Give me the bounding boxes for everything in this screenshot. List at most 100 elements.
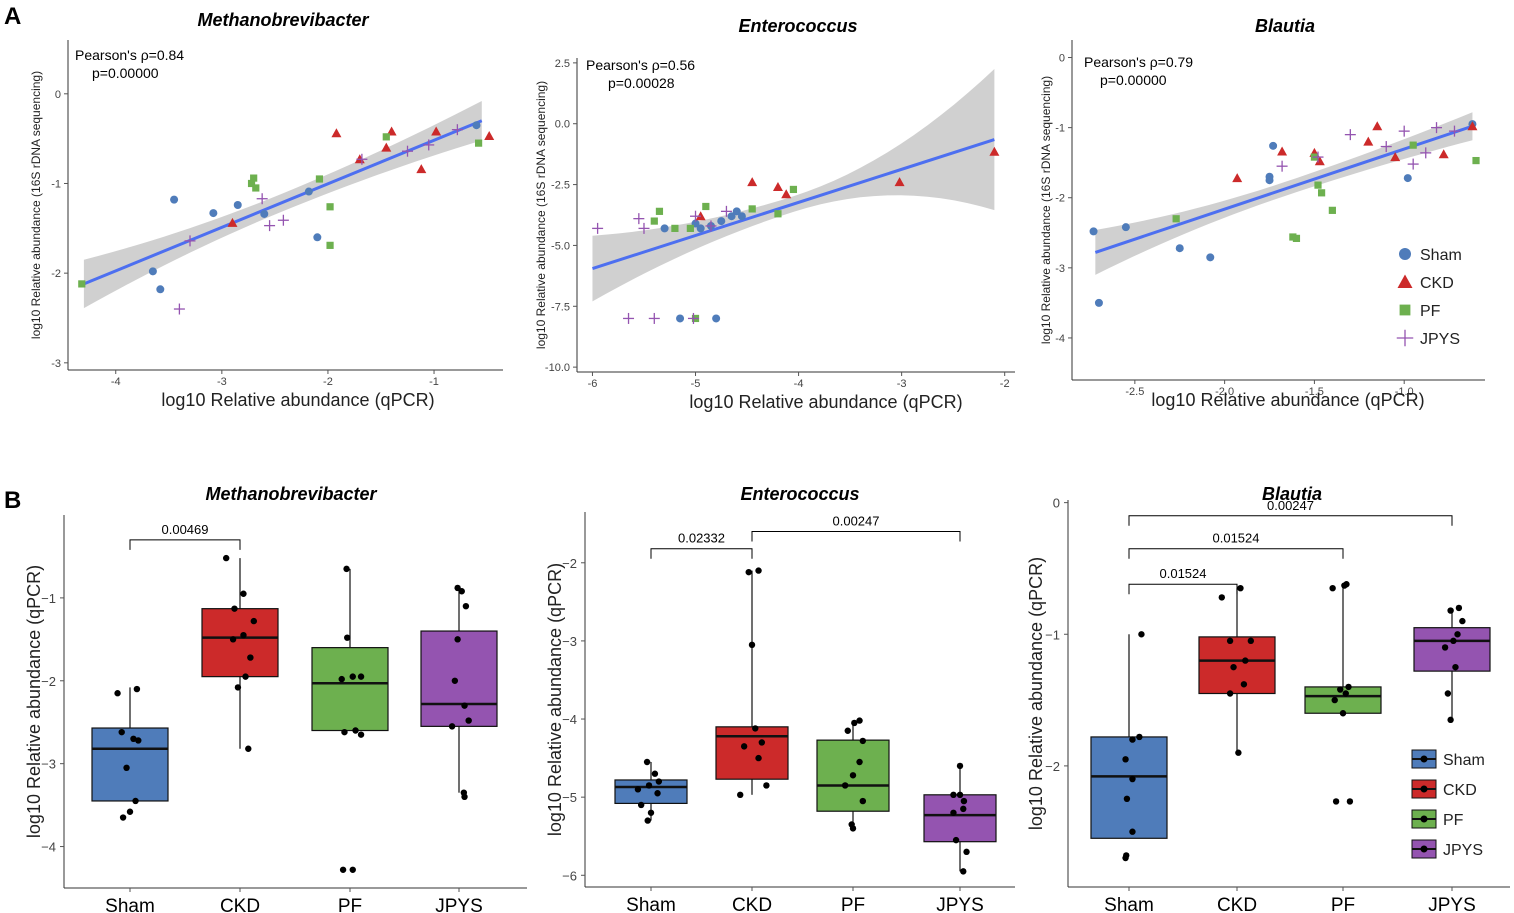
chart-b3-point-ckd-3 [1230, 663, 1237, 671]
chart-b2-point-sham-5 [655, 778, 663, 785]
chart-a3-point-jpys-0 [1276, 160, 1288, 172]
chart-b2-box-ckd [715, 726, 789, 780]
chart-a2-point-sham-4 [717, 217, 726, 226]
chart-a2-point-pf-5 [748, 205, 756, 213]
chart-a1-point-jpys-2 [256, 193, 268, 205]
chart-b2-point-jpys-3 [950, 809, 957, 816]
chart-a2-point-sham-7 [737, 212, 746, 221]
chart-a2-point-pf-3 [686, 224, 694, 232]
chart-a1-y-tick-label-0: 0 [55, 89, 61, 101]
chart-b1-point-jpys-5 [451, 677, 459, 684]
chart-a3-y-tick-label-2: -2 [1055, 193, 1065, 205]
chart-a2-x-tick-label-1: -5 [691, 378, 701, 390]
chart-b2-point-pf-5 [859, 737, 867, 745]
chart-b2-point-ckd-3 [740, 743, 748, 750]
panel-label-b: B [4, 487, 21, 514]
chart-a1-y-label: log10 Relative abundance (16S rDNA seque… [29, 71, 43, 339]
chart-b1-point-sham-1 [126, 808, 134, 815]
chart-a3-annotation-rho: Pearson's ρ=0.79 [1084, 54, 1193, 70]
chart-a3-point-ckd-3 [1314, 156, 1325, 166]
chart-a1-point-jpys-4 [277, 214, 289, 226]
chart-a1-point-pf-6 [326, 241, 334, 249]
chart-b3-y-tick-label-0: 0 [1053, 496, 1060, 511]
chart-b1-point-pf-2 [357, 731, 365, 738]
chart-a3-point-sham-4 [1206, 253, 1215, 262]
chart-b1-point-sham-5 [130, 735, 137, 742]
chart-a2-point-jpys-5 [720, 205, 732, 217]
chart-b3-legend-key-point-pf [1420, 815, 1428, 823]
chart-b3-point-jpys-0 [1447, 716, 1454, 724]
chart-b2-point-jpys-4 [960, 805, 967, 813]
chart-b2-point-ckd-1 [763, 782, 770, 789]
chart-a3-x-tick-label-2: -1.5 [1305, 386, 1324, 398]
chart-b1-point-ckd-7 [231, 605, 238, 612]
chart-b2-x-tick-label-sham: Sham [626, 895, 676, 913]
chart-b3-comparison-pvalue-1: 0.01524 [1213, 531, 1260, 546]
chart-b1-point-pf-5 [338, 675, 345, 683]
chart-b1-point-pf-7 [349, 673, 356, 680]
chart-a1-point-pf-1 [250, 174, 258, 182]
chart-b2-point-jpys-8 [956, 762, 964, 770]
chart-a3-point-pf-0 [1172, 215, 1180, 223]
chart-b3-y-tick-label-1: −1 [1045, 627, 1060, 642]
chart-b3-point-pf-9 [1343, 581, 1350, 588]
chart-b2-point-sham-0 [644, 817, 651, 824]
chart-a3-point-jpys-3 [1380, 141, 1392, 153]
chart-a2-y-tick-label-1: 0.0 [555, 119, 570, 131]
chart-a3-point-sham-8 [1403, 174, 1412, 183]
chart-b2-x-tick-label-ckd: CKD [732, 895, 772, 913]
chart-a2-point-pf-6 [774, 210, 782, 218]
chart-a3-point-ckd-7 [1438, 149, 1449, 159]
chart-a3-point-ckd-8 [1467, 121, 1478, 131]
chart-a1-point-jpys-0 [173, 303, 185, 315]
chart-b2-point-jpys-0 [960, 868, 967, 875]
chart-a2-point-sham-9 [712, 314, 721, 323]
chart-b2-point-jpys-6 [950, 791, 957, 799]
panel-label-a: A [4, 3, 21, 30]
chart-a3-y-label: log10 Relative abundance (16S rDNA seque… [1039, 76, 1053, 344]
chart-b2-point-ckd-6 [748, 641, 756, 649]
chart-b2-y-tick-label-2: −4 [562, 712, 577, 727]
chart-a3-point-jpys-4 [1398, 125, 1410, 137]
chart-a3-point-pf-7 [1409, 141, 1417, 149]
chart-b2-comparison-pvalue-1: 0.00247 [833, 514, 880, 529]
chart-a1-point-sham-5 [260, 209, 269, 218]
chart-b2-point-sham-2 [637, 801, 645, 809]
chart-a1-annotation-rho: Pearson's ρ=0.84 [75, 47, 184, 63]
chart-b1-y-tick-label-0: −1 [41, 591, 56, 606]
chart-b2-point-jpys-2 [952, 836, 960, 844]
chart-a1-x-tick-label-1: -3 [217, 376, 227, 388]
chart-b1-y-tick-label-3: −4 [41, 840, 56, 855]
chart-a2-point-sham-6 [732, 207, 741, 216]
chart-a1-x-label: log10 Relative abundance (qPCR) [161, 390, 434, 410]
chart-b3-y-label: log10 Relative abundance (qPCR) [1026, 557, 1046, 830]
chart-b1-point-sham-2 [132, 797, 139, 805]
chart-a2-point-pf-0 [650, 217, 658, 225]
chart-b3-point-jpys-7 [1447, 607, 1454, 614]
chart-b3-comparison-pvalue-0: 0.01524 [1160, 566, 1207, 581]
chart-b3-point-sham-3 [1123, 795, 1131, 803]
chart-b2-point-pf-2 [859, 797, 867, 805]
chart-a3-point-ckd-5 [1372, 121, 1383, 131]
chart-b1-point-jpys-4 [461, 702, 468, 709]
chart-a3-point-ckd-6 [1390, 152, 1401, 162]
chart-b3-comparison-bracket-2 [1128, 515, 1453, 526]
chart-a3-x-tick-label-3: -1.0 [1395, 386, 1414, 398]
chart-a3-y-tick-label-4: -4 [1055, 333, 1065, 345]
chart-b3-x-tick-label-sham: Sham [1104, 895, 1154, 913]
chart-b2-comparison-bracket-0 [650, 548, 753, 559]
chart-a3-point-sham-7 [1269, 141, 1278, 150]
chart-a3-point-jpys-6 [1420, 147, 1432, 159]
chart-b3-comparison-bracket-0 [1128, 583, 1238, 595]
chart-a1-point-ckd-3 [381, 142, 392, 152]
chart-b1-box-sham [91, 727, 169, 802]
chart-b3-box-jpys [1413, 627, 1491, 672]
chart-a1-point-ckd-7 [484, 130, 495, 140]
chart-a3-y-tick-label-3: -3 [1055, 263, 1065, 275]
chart-a1-point-pf-7 [382, 133, 390, 141]
chart-a2-point-ckd-5 [989, 146, 1000, 156]
chart-a2-x-tick-label-3: -3 [897, 378, 907, 390]
chart-b3-point-pf-0 [1332, 798, 1340, 805]
chart-a3-y-tick-label-0: 0 [1059, 53, 1065, 65]
